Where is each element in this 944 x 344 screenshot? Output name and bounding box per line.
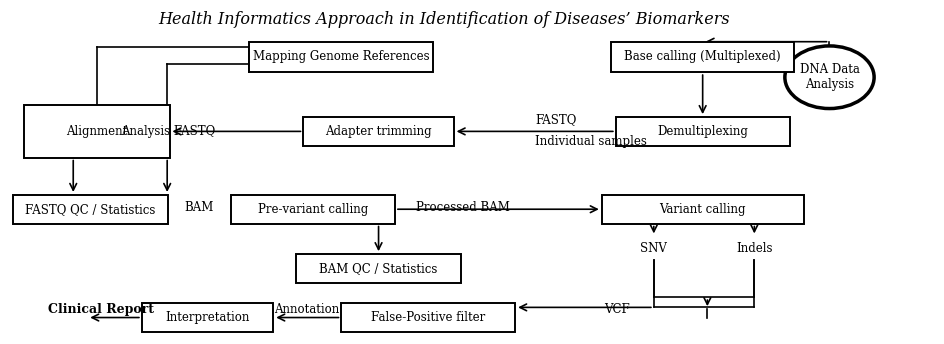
FancyBboxPatch shape (341, 303, 514, 332)
Text: False-Positive filter: False-Positive filter (371, 311, 485, 324)
Text: Base calling (Multiplexed): Base calling (Multiplexed) (624, 51, 780, 63)
Ellipse shape (784, 46, 873, 109)
Text: FASTQ QC / Statistics: FASTQ QC / Statistics (25, 203, 155, 216)
Text: BAM: BAM (184, 201, 213, 214)
Text: Mapping Genome References: Mapping Genome References (252, 51, 429, 63)
Text: Variant calling: Variant calling (659, 203, 745, 216)
FancyBboxPatch shape (611, 42, 793, 72)
Text: FASTQ: FASTQ (535, 113, 576, 126)
FancyBboxPatch shape (230, 195, 395, 224)
Text: BAM QC / Statistics: BAM QC / Statistics (319, 262, 437, 275)
Text: Processed BAM: Processed BAM (415, 201, 510, 214)
Text: Interpretation: Interpretation (165, 311, 249, 324)
FancyBboxPatch shape (24, 105, 169, 158)
Text: VCF: VCF (603, 303, 629, 315)
Text: Alignment: Alignment (66, 125, 127, 138)
Text: Clinical Report: Clinical Report (48, 303, 154, 315)
Text: Pre-variant calling: Pre-variant calling (258, 203, 367, 216)
Text: Individual samples: Individual samples (535, 135, 647, 148)
Text: Analysis FASTQ: Analysis FASTQ (121, 125, 215, 138)
Text: DNA Data
Analysis: DNA Data Analysis (799, 63, 858, 91)
FancyBboxPatch shape (249, 42, 432, 72)
FancyBboxPatch shape (601, 195, 802, 224)
Text: Health Informatics Approach in Identification of Diseases’ Biomarkers: Health Informatics Approach in Identific… (159, 11, 730, 28)
FancyBboxPatch shape (615, 117, 789, 146)
Text: Annotation: Annotation (274, 303, 339, 315)
Text: Demultiplexing: Demultiplexing (656, 125, 748, 138)
FancyBboxPatch shape (142, 303, 273, 332)
Text: Indels: Indels (735, 241, 772, 255)
Text: Adapter trimming: Adapter trimming (325, 125, 431, 138)
FancyBboxPatch shape (12, 195, 167, 224)
FancyBboxPatch shape (303, 117, 453, 146)
FancyBboxPatch shape (296, 254, 461, 283)
Text: SNV: SNV (640, 241, 666, 255)
